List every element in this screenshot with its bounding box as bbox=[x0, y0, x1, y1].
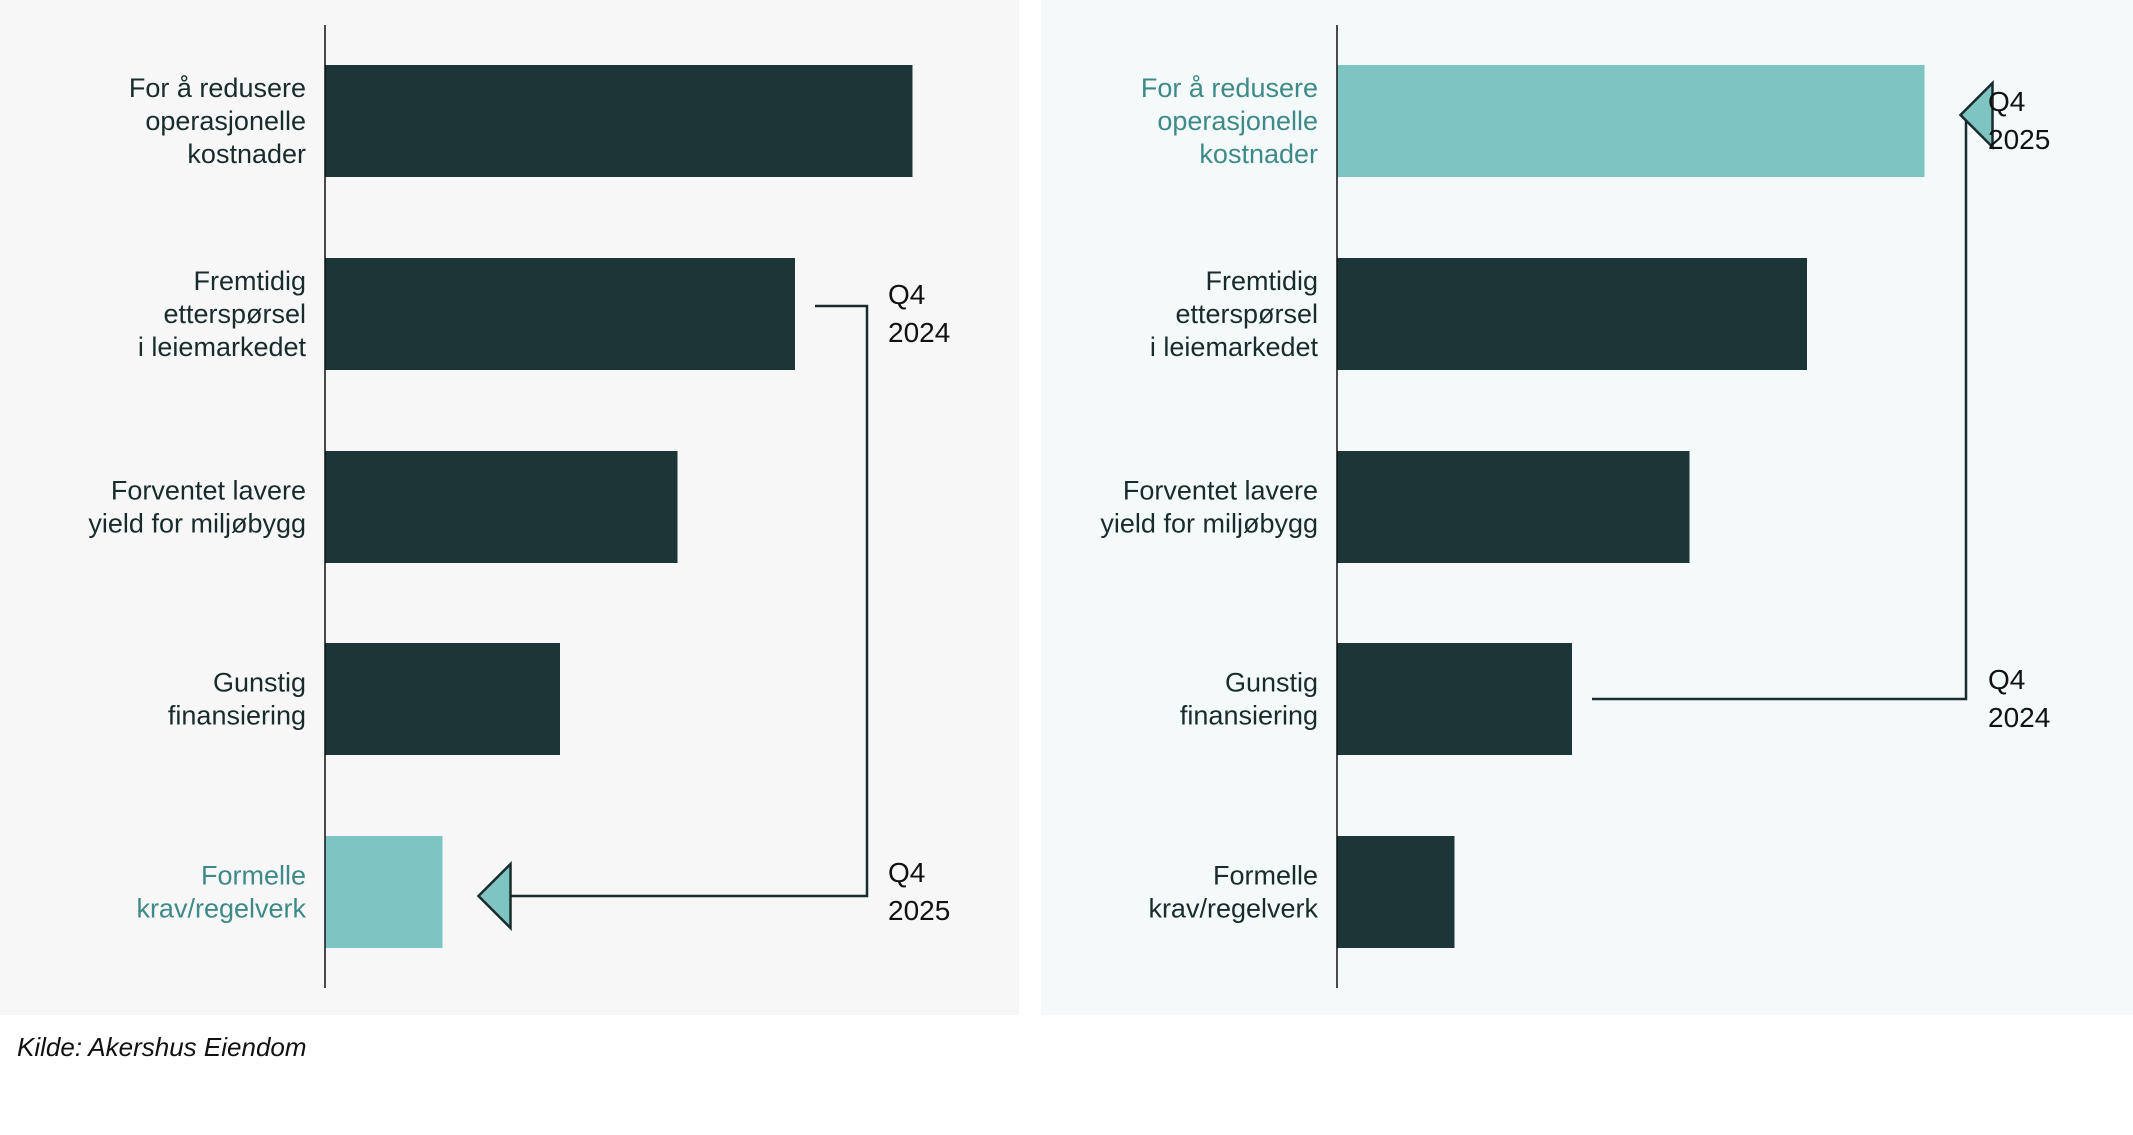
category-label: Gunstig finansiering bbox=[1180, 668, 1318, 731]
category-label-line: For å redusere bbox=[1141, 73, 1318, 103]
to-period-label: Q4 2025 bbox=[1988, 86, 2050, 155]
category-label-line: operasjonelle bbox=[145, 106, 306, 136]
category-label-line: yield for miljøbygg bbox=[1100, 509, 1318, 539]
from-period-label-line: Q4 bbox=[1988, 664, 2025, 695]
from-period-label-line: 2024 bbox=[1988, 702, 2050, 733]
right-chart-panel: For å redusere operasjonelle kostnader Frem… bbox=[1041, 0, 2133, 1015]
category-label-line: For å redusere bbox=[129, 73, 306, 103]
to-period-label-line: 2025 bbox=[1988, 124, 2050, 155]
bar bbox=[325, 451, 678, 563]
to-period-label-line: 2025 bbox=[888, 895, 950, 926]
category-label: Fremtidig etterspørsel i leiemarkedet bbox=[1150, 266, 1319, 362]
to-period-label-line: Q4 bbox=[1988, 86, 2025, 117]
to-period-label: Q4 2025 bbox=[888, 857, 950, 926]
category-label-line: Forventet lavere bbox=[111, 476, 306, 506]
bar bbox=[1337, 836, 1455, 948]
bar bbox=[1337, 258, 1807, 370]
arrow-head-icon bbox=[1958, 79, 1994, 151]
category-label-line: finansiering bbox=[168, 701, 306, 731]
bar bbox=[1337, 643, 1572, 755]
left-bar-chart: For å redusere operasjonelle kostnader Frem… bbox=[0, 0, 1019, 1015]
category-label-line: kostnader bbox=[187, 139, 306, 169]
category-label-line: Forventet lavere bbox=[1123, 476, 1318, 506]
left-chart-panel: For å redusere operasjonelle kostnader Frem… bbox=[0, 0, 1019, 1015]
category-label: Fremtidig etterspørsel i leiemarkedet bbox=[138, 266, 307, 362]
arrow-head-icon bbox=[476, 860, 512, 932]
category-label-line: Fremtidig bbox=[193, 266, 306, 296]
bar bbox=[325, 258, 795, 370]
change-bracket-line bbox=[510, 304, 869, 898]
category-label-line: etterspørsel bbox=[163, 299, 306, 329]
category-label-line: Formelle bbox=[201, 861, 306, 891]
right-bar-chart: For å redusere operasjonelle kostnader Frem… bbox=[1041, 0, 2133, 1015]
source-note: Kilde: Akershus Eiendom bbox=[17, 1032, 307, 1062]
bar-highlighted bbox=[1337, 65, 1925, 177]
to-period-label-line: Q4 bbox=[888, 857, 925, 888]
from-period-label: Q4 2024 bbox=[1988, 664, 2050, 733]
category-label-line: operasjonelle bbox=[1157, 106, 1318, 136]
category-label: Formelle krav/regelverk bbox=[136, 861, 306, 924]
from-period-label-line: Q4 bbox=[888, 279, 925, 310]
category-label-line: yield for miljøbygg bbox=[88, 509, 306, 539]
category-label: Formelle krav/regelverk bbox=[1148, 861, 1318, 924]
from-period-label: Q4 2024 bbox=[888, 279, 950, 348]
category-label: For å redusere operasjonelle kostnader bbox=[129, 73, 306, 169]
category-label-line: krav/regelverk bbox=[1148, 894, 1318, 924]
category-label-line: Gunstig bbox=[213, 668, 306, 698]
category-label-line: i leiemarkedet bbox=[1150, 332, 1319, 362]
bar bbox=[325, 65, 913, 177]
bar-highlighted bbox=[325, 836, 443, 948]
category-label-line: finansiering bbox=[1180, 701, 1318, 731]
category-label: Forventet lavere yield for miljøbygg bbox=[1100, 476, 1318, 539]
category-label-line: krav/regelverk bbox=[136, 894, 306, 924]
category-label-line: etterspørsel bbox=[1175, 299, 1318, 329]
category-label: Gunstig finansiering bbox=[168, 668, 306, 731]
category-label: For å redusere operasjonelle kostnader bbox=[1141, 73, 1318, 169]
category-label-line: kostnader bbox=[1199, 139, 1318, 169]
from-period-label-line: 2024 bbox=[888, 317, 950, 348]
category-label-line: Gunstig bbox=[1225, 668, 1318, 698]
category-label: Forventet lavere yield for miljøbygg bbox=[88, 476, 306, 539]
category-label-line: Fremtidig bbox=[1205, 266, 1318, 296]
bar bbox=[1337, 451, 1690, 563]
category-label-line: i leiemarkedet bbox=[138, 332, 307, 362]
category-label-line: Formelle bbox=[1213, 861, 1318, 891]
bar bbox=[325, 643, 560, 755]
